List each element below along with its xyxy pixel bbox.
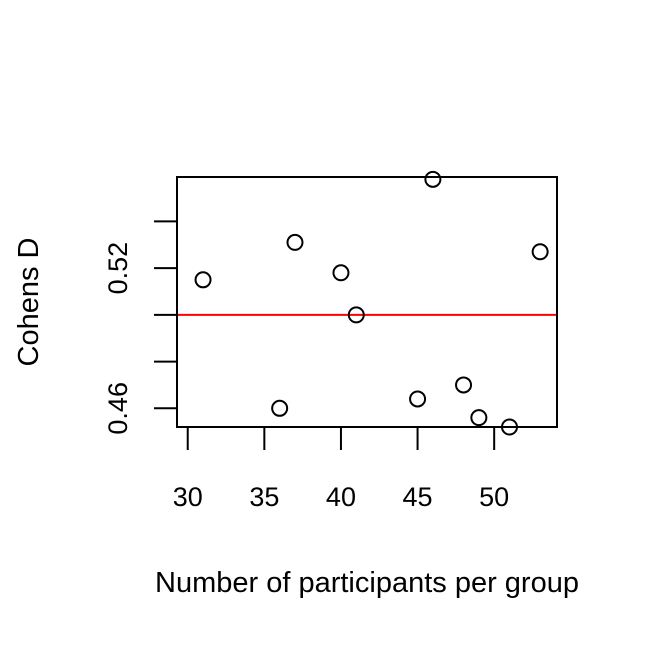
x-tick-label: 50: [479, 482, 509, 512]
x-tick-label: 45: [403, 482, 433, 512]
x-axis-title: Number of participants per group: [155, 567, 579, 599]
y-axis-title: Cohens D: [13, 238, 45, 367]
data-point: [409, 390, 427, 408]
data-point: [347, 306, 365, 324]
x-tick-label: 35: [249, 482, 279, 512]
data-point: [455, 376, 473, 394]
data-point: [531, 243, 549, 261]
data-point: [286, 233, 304, 251]
data-points: [194, 170, 549, 436]
y-tick-label: 0.46: [103, 382, 133, 435]
data-point: [332, 264, 350, 282]
data-point: [271, 399, 289, 417]
y-axis: 0.46 0.52: [103, 220, 178, 435]
plot-frame: [176, 176, 558, 428]
data-point: [470, 409, 488, 427]
x-tick-label: 30: [173, 482, 203, 512]
y-tick-label: 0.52: [103, 242, 133, 295]
x-tick-label: 40: [326, 482, 356, 512]
x-axis: 30 35 40 45 50: [173, 426, 509, 512]
data-point: [194, 271, 212, 289]
data-point: [501, 418, 518, 436]
data-point: [424, 170, 442, 188]
